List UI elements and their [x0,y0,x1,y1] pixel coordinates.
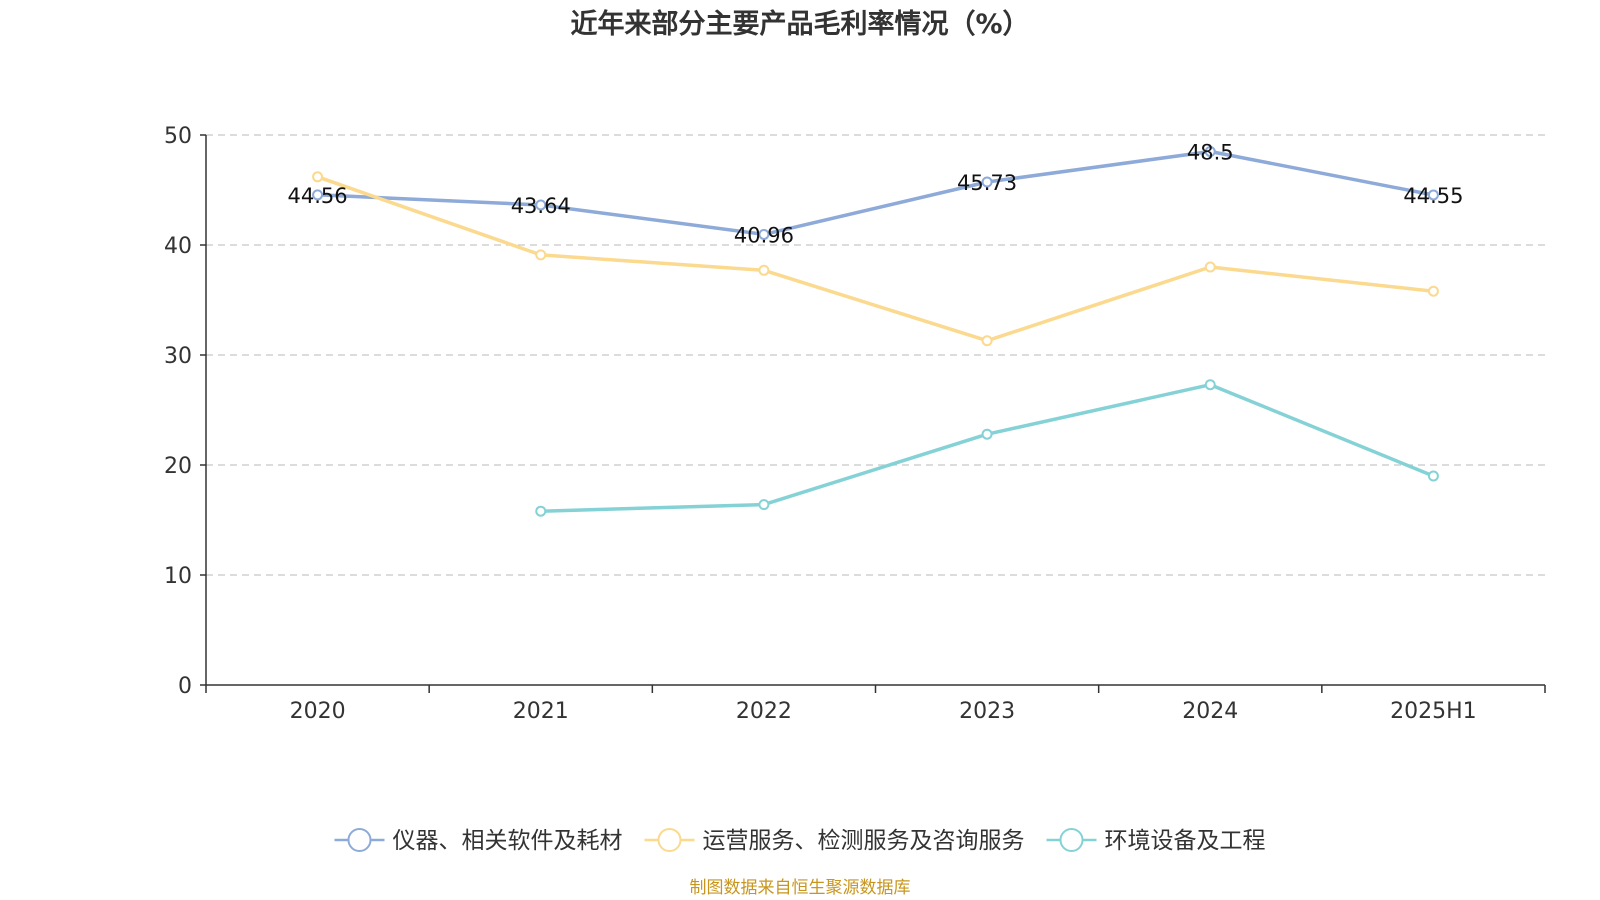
data-point[interactable] [758,228,770,240]
legend-marker [657,828,682,852]
y-tick-label: 20 [164,454,192,479]
legend-item-1[interactable]: 仪器、相关软件及耗材 [334,828,623,854]
series-line [315,175,1436,343]
data-point[interactable] [758,264,770,276]
data-point[interactable] [312,189,324,201]
x-tick-label: 2022 [736,699,792,724]
x-tick-label: 2023 [959,699,1015,724]
x-tick-label: 2024 [1182,699,1238,724]
chart-title: 近年来部分主要产品毛利率情况（%） [570,8,1029,40]
series-1 [312,146,1439,240]
data-label: 45.73 [957,171,1017,195]
data-point[interactable] [1204,379,1216,391]
y-tick-label: 10 [164,564,192,589]
series-3 [535,379,1439,517]
y-tick-label: 0 [178,674,192,699]
x-tick-label: 2020 [290,699,346,724]
legend-item-2[interactable]: 运营服务、检测服务及咨询服务 [644,828,1025,854]
data-point[interactable] [981,335,993,347]
data-point[interactable] [535,249,547,261]
data-label: 44.56 [288,184,348,208]
legend-marker [1059,828,1084,852]
data-point[interactable] [981,176,993,188]
data-point[interactable] [535,199,547,211]
data-point[interactable] [1427,470,1439,482]
data-point[interactable] [312,171,324,183]
data-point[interactable] [1204,261,1216,273]
series-2 [312,171,1439,347]
data-label: 40.96 [734,223,794,247]
data-point[interactable] [1204,146,1216,157]
data-point[interactable] [981,428,993,440]
x-tick-label: 2025H1 [1390,699,1477,724]
source-note: 制图数据来自恒生聚源数据库 [690,878,911,898]
data-label: 48.5 [1187,141,1234,165]
legend-label: 仪器、相关软件及耗材 [393,828,623,854]
data-point[interactable] [1427,285,1439,297]
axes: 0 10 20 30 40 50 2020 2021 2022 2023 2024 2025H1 [164,124,1546,724]
data-label: 43.64 [511,194,571,218]
data-label: 44.55 [1403,184,1463,208]
data-labels: 44.56 43.64 40.96 45.73 48.5 44.55 [288,141,1464,248]
legend[interactable]: 仪器、相关软件及耗材 运营服务、检测服务及咨询服务 环境设备及工程 [334,828,1266,854]
data-point[interactable] [758,499,770,511]
y-tick-label: 50 [164,124,192,149]
legend-marker [347,828,372,852]
x-tick-label: 2021 [513,699,569,724]
legend-label: 运营服务、检测服务及咨询服务 [703,828,1025,854]
y-tick-label: 40 [164,234,192,259]
legend-item-3[interactable]: 环境设备及工程 [1046,828,1266,854]
data-point[interactable] [535,505,547,517]
series-line [539,382,1436,513]
series-lines [312,146,1439,517]
series-line [315,149,1436,237]
data-point[interactable] [1427,189,1439,201]
y-tick-label: 30 [164,344,192,369]
legend-label: 环境设备及工程 [1105,828,1266,854]
grid-lines [206,134,1545,576]
